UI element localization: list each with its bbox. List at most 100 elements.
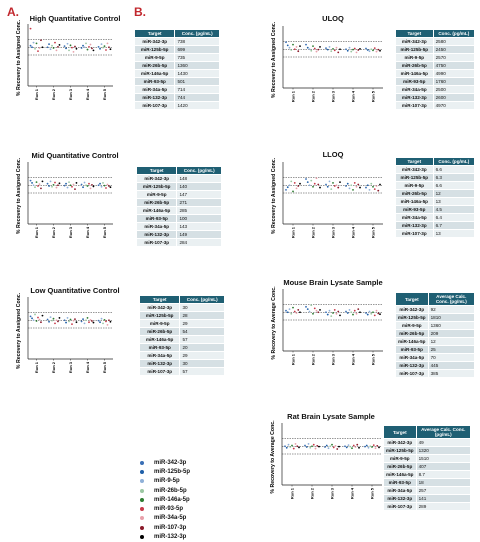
- data-point: [295, 187, 298, 190]
- data-point: [335, 312, 338, 315]
- data-point: [85, 42, 87, 45]
- y-axis-label: % Recovery to Assigned Conc.: [16, 157, 22, 234]
- data-point: [34, 186, 36, 189]
- x-tick-label: Run 5: [371, 353, 376, 365]
- data-point: [49, 48, 52, 51]
- data-point: [65, 321, 67, 324]
- data-point: [333, 49, 336, 52]
- data-point: [55, 186, 58, 189]
- data-point: [335, 184, 338, 187]
- data-point: [379, 313, 381, 316]
- data-point: [377, 48, 380, 51]
- data-point: [331, 443, 333, 446]
- table-row: miR-146a-5p 8.7: [383, 470, 472, 480]
- x-tick-label: Run 3: [330, 487, 335, 499]
- data-point: [31, 317, 33, 320]
- data-point: [69, 184, 72, 187]
- data-point: [355, 312, 358, 315]
- data-point: [352, 444, 355, 447]
- data-point: [72, 183, 75, 186]
- data-point: [68, 181, 70, 184]
- data-point: [40, 39, 42, 42]
- data-point: [52, 183, 55, 186]
- data-point: [66, 317, 69, 319]
- data-point: [65, 47, 67, 50]
- data-point: [58, 317, 61, 319]
- x-tick-label: Run 2: [51, 88, 56, 100]
- y-axis-label: % Recovery to Average Conc.: [271, 286, 277, 360]
- conc-cell: 49: [415, 438, 472, 448]
- data-point: [74, 188, 76, 191]
- conc-cell: 1510: [415, 454, 472, 464]
- legend-item: miR-26b-5p: [140, 486, 190, 495]
- table-row: miR-34a-5p 257: [383, 486, 472, 496]
- data-point: [365, 47, 367, 50]
- data-point: [372, 49, 374, 52]
- table-header-cell: Target: [133, 28, 176, 39]
- data-point: [35, 320, 38, 322]
- conc-cell: 407: [415, 462, 472, 472]
- data-point: [376, 444, 379, 447]
- data-point: [305, 305, 307, 308]
- data-point: [92, 321, 95, 324]
- data-point: [48, 43, 50, 46]
- data-point: [330, 315, 333, 318]
- legend-label: miR-125b-5p: [154, 468, 191, 475]
- table-lloq: Target Conc. (pg/mL) miR-342-3p 6.6 miR-125b…: [395, 156, 476, 239]
- data-point: [38, 318, 41, 321]
- data-point: [34, 313, 36, 316]
- data-point: [286, 186, 289, 189]
- data-point: [54, 181, 56, 184]
- data-point: [54, 41, 56, 44]
- data-point: [333, 309, 336, 311]
- data-point: [370, 182, 373, 185]
- legend-dot-icon: [140, 460, 144, 465]
- data-point: [58, 182, 61, 185]
- data-point: [377, 189, 380, 192]
- data-point: [292, 190, 294, 193]
- data-point: [315, 309, 318, 312]
- y-axis-label: % Recovery to Assigned Conc.: [271, 21, 277, 98]
- data-point: [52, 317, 55, 320]
- data-point: [37, 50, 39, 53]
- data-point: [292, 43, 294, 46]
- data-point: [375, 309, 378, 312]
- data-point: [29, 179, 32, 182]
- x-tick-label: Run 3: [331, 90, 336, 102]
- data-point: [372, 185, 374, 188]
- chart-title-mouse-brain: Mouse Brain Lysate Sample: [283, 278, 383, 287]
- data-point: [286, 44, 289, 47]
- data-point: [105, 320, 107, 323]
- data-point: [359, 186, 361, 189]
- data-point: [377, 312, 380, 315]
- data-point: [306, 308, 309, 311]
- data-point: [46, 318, 49, 321]
- table-row: miR-342-3p 738: [133, 37, 220, 47]
- data-point: [99, 182, 101, 185]
- x-tick-label: Run 2: [310, 487, 315, 499]
- conc-cell: 13: [432, 229, 476, 239]
- legend-label: miR-132-3p: [154, 534, 187, 541]
- data-point: [55, 319, 58, 322]
- data-point: [41, 314, 44, 317]
- data-point: [298, 446, 300, 449]
- data-point: [108, 185, 110, 187]
- data-point: [345, 185, 347, 187]
- data-point: [99, 47, 101, 50]
- data-point: [332, 312, 334, 314]
- table-row: miR-9-5p 1510: [383, 454, 472, 464]
- data-point: [311, 445, 313, 448]
- data-point: [325, 311, 327, 314]
- data-point: [288, 184, 291, 187]
- data-point: [293, 48, 296, 51]
- data-point: [332, 47, 334, 50]
- data-point: [106, 183, 109, 186]
- data-point: [299, 311, 301, 314]
- table-header-row: Target Conc. (pg/mL): [395, 156, 476, 167]
- data-point: [80, 320, 83, 323]
- table-header-cell: Average Calc. Conc. (pg/mL): [415, 424, 472, 440]
- data-point: [373, 314, 376, 317]
- x-tick-label: Run 4: [351, 90, 356, 102]
